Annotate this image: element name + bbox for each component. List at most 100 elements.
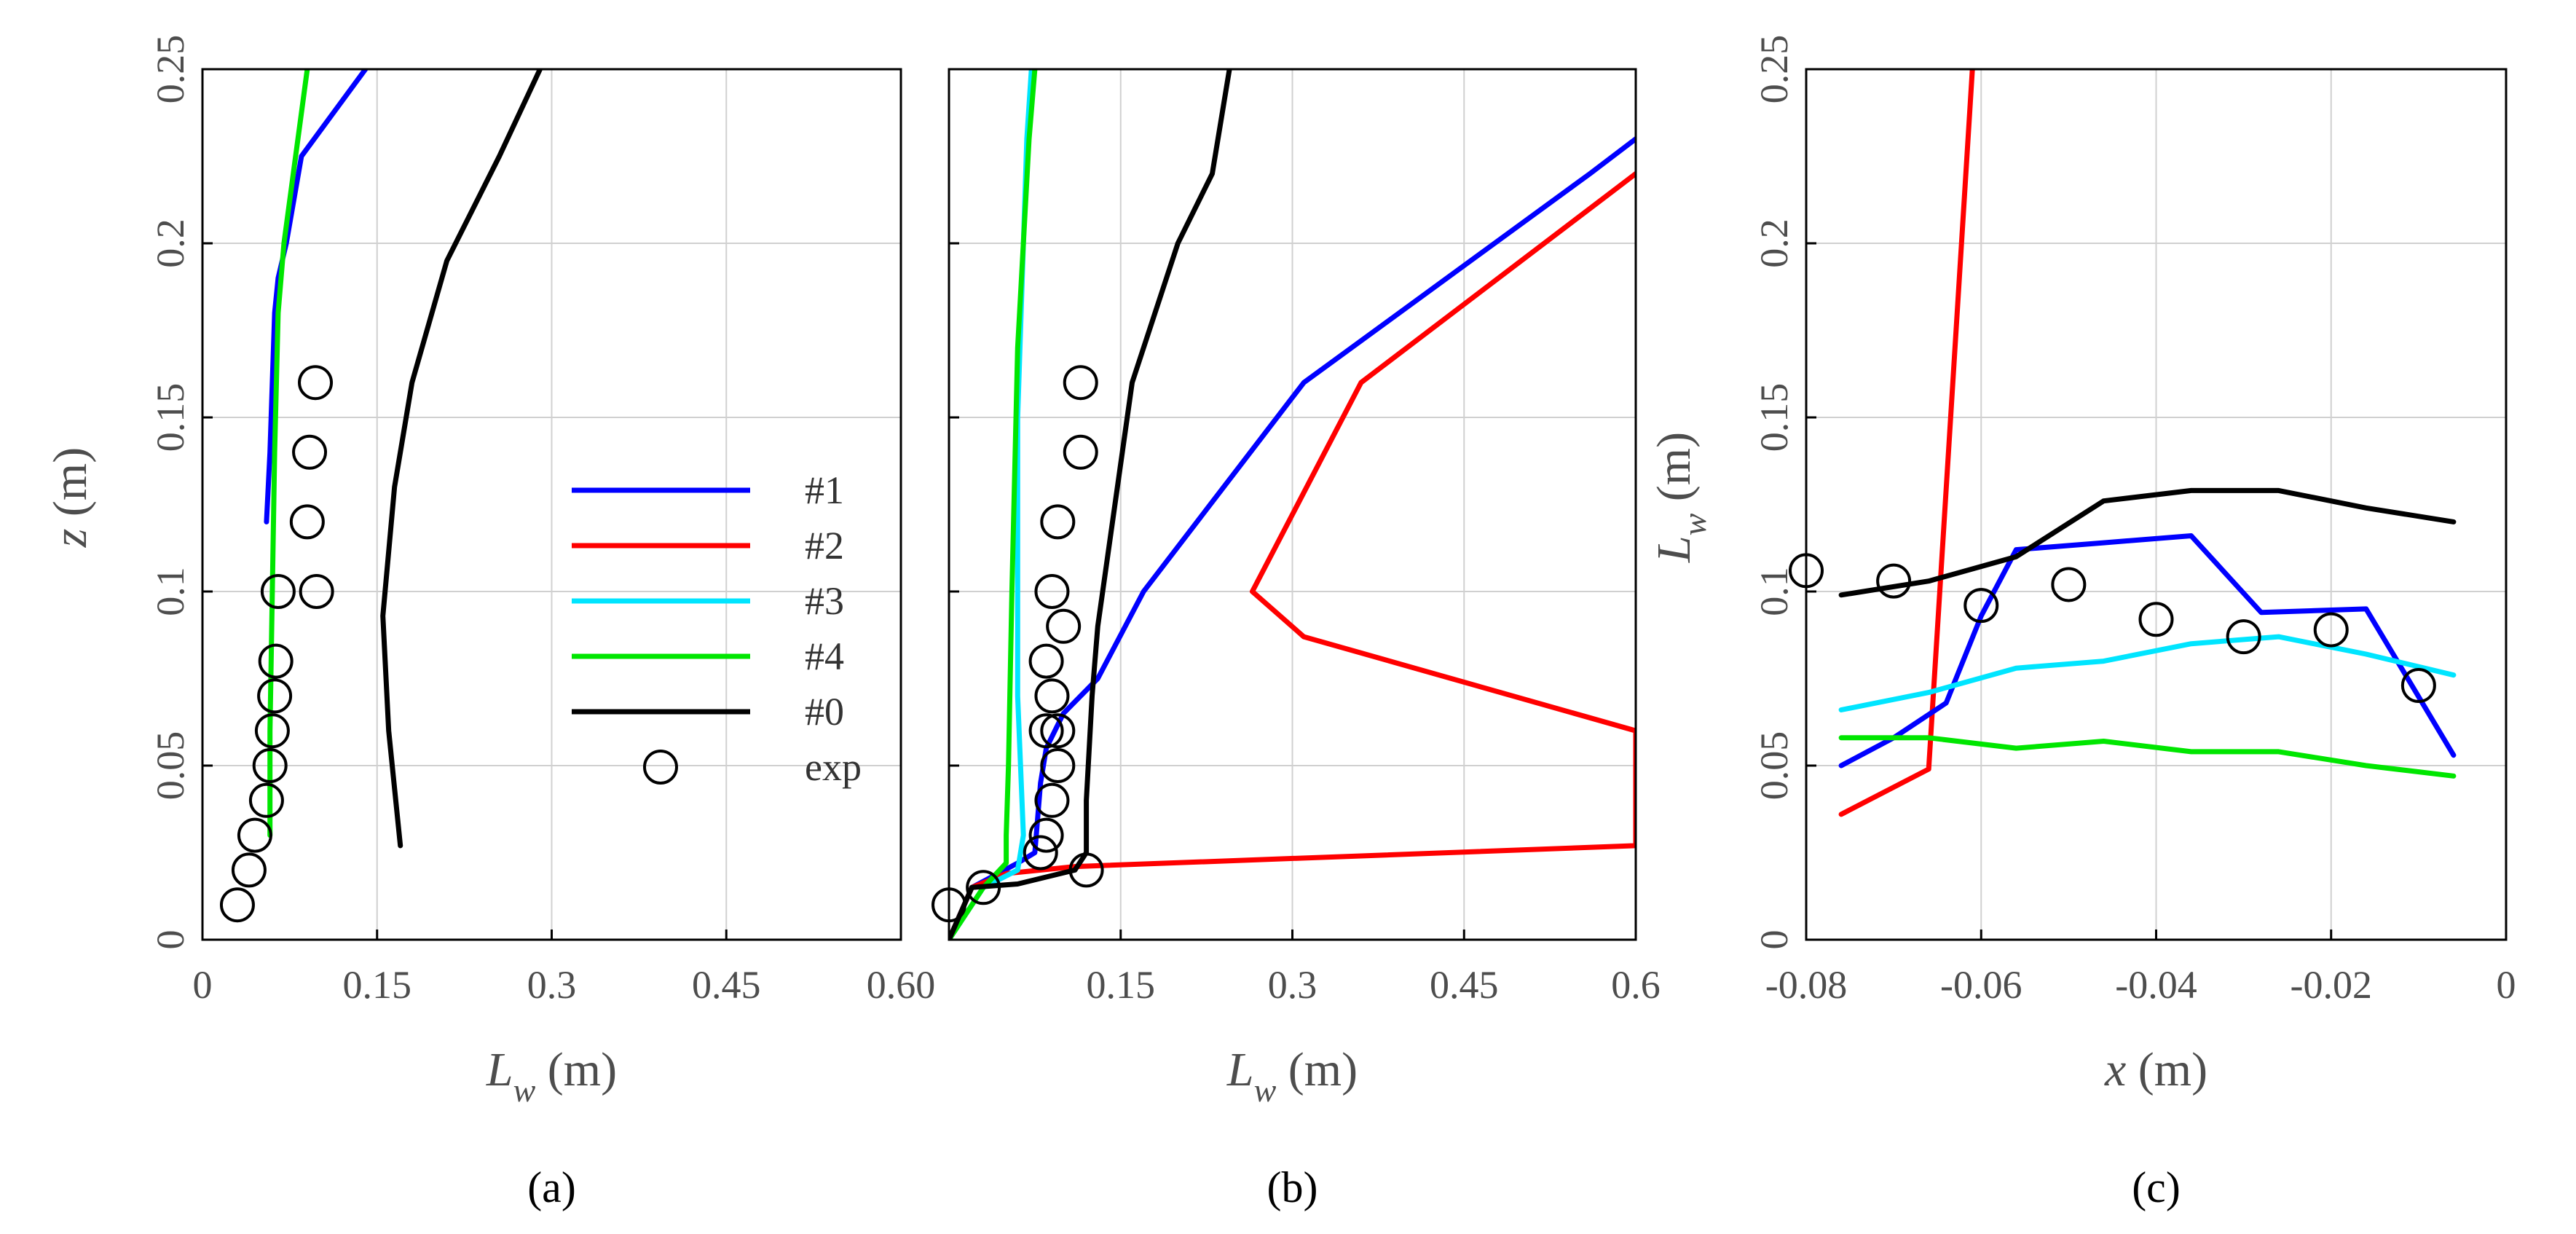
legend-label: #0 (805, 690, 844, 734)
x-tick-label: 0.60 (867, 963, 936, 1007)
exp-marker (1063, 365, 1098, 401)
x-tick-label: -0.08 (1765, 963, 1847, 1007)
exp-marker (1876, 563, 1912, 599)
exp-marker (237, 817, 272, 853)
x-tick-label: -0.04 (2115, 963, 2197, 1007)
series-line-n4 (1838, 735, 2457, 779)
x-axis-label: Lw (m) (1226, 1043, 1358, 1109)
exp-marker (254, 713, 290, 749)
series-line-n1 (949, 136, 1636, 940)
legend-label: exp (805, 745, 862, 789)
x-axis-label: x (m) (2104, 1043, 2207, 1096)
exp-marker (1034, 574, 1070, 609)
exp-marker (2313, 612, 2349, 648)
exp-marker (1963, 588, 1999, 624)
exp-marker (299, 574, 334, 609)
series-group (264, 69, 543, 849)
series-group (949, 69, 1636, 940)
x-axis-label: Lw (m) (486, 1043, 617, 1109)
exp-marker (2226, 619, 2261, 655)
series-line-n3 (949, 69, 1034, 940)
exp-markers (931, 365, 1104, 923)
panel-label: (c) (2132, 1163, 2181, 1211)
panel-label: (a) (527, 1163, 576, 1211)
exp-marker (260, 574, 296, 609)
legend-label: #1 (805, 468, 844, 512)
y-tick-label: 0 (1752, 930, 1796, 950)
exp-marker (231, 852, 267, 888)
x-tick-label: -0.02 (2291, 963, 2372, 1007)
exp-markers (219, 365, 334, 923)
legend: #1 #2 #3 #4 #0 exp (572, 468, 862, 789)
exp-marker (298, 365, 334, 401)
grid (1805, 68, 2507, 940)
exp-markers (1789, 553, 2436, 704)
y-axis-label: Lw (m) (1647, 432, 1713, 563)
exp-marker (1063, 434, 1098, 470)
exp-marker (1040, 713, 1076, 749)
panel-a: 0 0.15 0.3 0.45 0.60 0 0.05 0.1 0.15 0.2 0.25 Lw (m… (44, 35, 935, 1211)
series-line-n0 (949, 69, 1232, 940)
series-line-n1 (1838, 533, 2457, 769)
x-tick-label: 0.6 (1611, 963, 1661, 1007)
y-tick-label: 0.1 (1752, 567, 1796, 616)
panel-c: -0.08 -0.06 -0.04 -0.02 0 0 0.05 0.1 0.15 0.2 0.25… (1647, 35, 2516, 1211)
y-tick-label: 0.25 (149, 35, 192, 104)
exp-marker (1028, 713, 1064, 749)
exp-marker (1040, 504, 1076, 540)
legend-label: #2 (805, 524, 844, 567)
y-tick-label: 0.05 (149, 731, 192, 801)
x-tick-label: 0.45 (1430, 963, 1499, 1007)
exp-marker (1023, 835, 1058, 871)
x-tick-label: 0.15 (1087, 963, 1156, 1007)
legend-marker-exp (643, 750, 678, 785)
exp-marker (1046, 608, 1082, 644)
x-tick-label: 0.3 (1268, 963, 1317, 1007)
exp-marker (1028, 817, 1064, 853)
exp-marker (258, 643, 294, 679)
panel-label: (b) (1267, 1163, 1318, 1211)
series-line-n1 (264, 69, 369, 524)
x-tick-label: 0 (2497, 963, 2516, 1007)
exp-marker (292, 434, 328, 470)
series-line-n3 (1838, 634, 2457, 712)
series-line-n4 (949, 69, 1038, 940)
grid (949, 68, 1636, 940)
exp-marker (1034, 678, 1070, 714)
exp-marker (966, 870, 1001, 905)
y-tick-label: 0 (149, 930, 192, 950)
panel-b: 0.15 0.3 0.45 0.6 Lw (m) (b) (931, 68, 1661, 1211)
y-tick-label: 0.1 (149, 567, 192, 616)
exp-marker (289, 504, 325, 540)
exp-marker (257, 678, 293, 714)
series-line-n0 (380, 69, 543, 849)
exp-marker (2400, 668, 2436, 704)
exp-marker (2051, 567, 2087, 602)
exp-marker (1034, 782, 1070, 818)
y-tick-label: 0.2 (149, 219, 192, 268)
y-tick-label: 0.05 (1752, 731, 1796, 801)
y-axis-label: z (m) (44, 447, 97, 548)
exp-marker (1028, 643, 1064, 679)
legend-label: #4 (805, 634, 844, 678)
exp-marker (248, 782, 284, 818)
series-line-n2 (1838, 69, 1975, 817)
y-tick-label: 0.15 (1752, 383, 1796, 452)
y-tick-label: 0.25 (1752, 35, 1796, 104)
x-tick-label: 0.15 (343, 963, 412, 1007)
y-tick-label: 0.2 (1752, 219, 1796, 268)
exp-marker (1068, 852, 1104, 888)
legend-label: #3 (805, 579, 844, 623)
exp-marker (1040, 748, 1076, 783)
series-group (1838, 69, 2457, 817)
x-tick-label: 0.45 (692, 963, 761, 1007)
series-line-n0 (1838, 487, 2457, 598)
y-tick-label: 0.15 (149, 383, 192, 452)
exp-marker (252, 748, 288, 783)
x-tick-label: 0.3 (527, 963, 577, 1007)
x-tick-label: 0 (193, 963, 213, 1007)
exp-marker (219, 887, 255, 923)
series-line-n4 (267, 69, 310, 838)
exp-marker (2138, 602, 2174, 637)
